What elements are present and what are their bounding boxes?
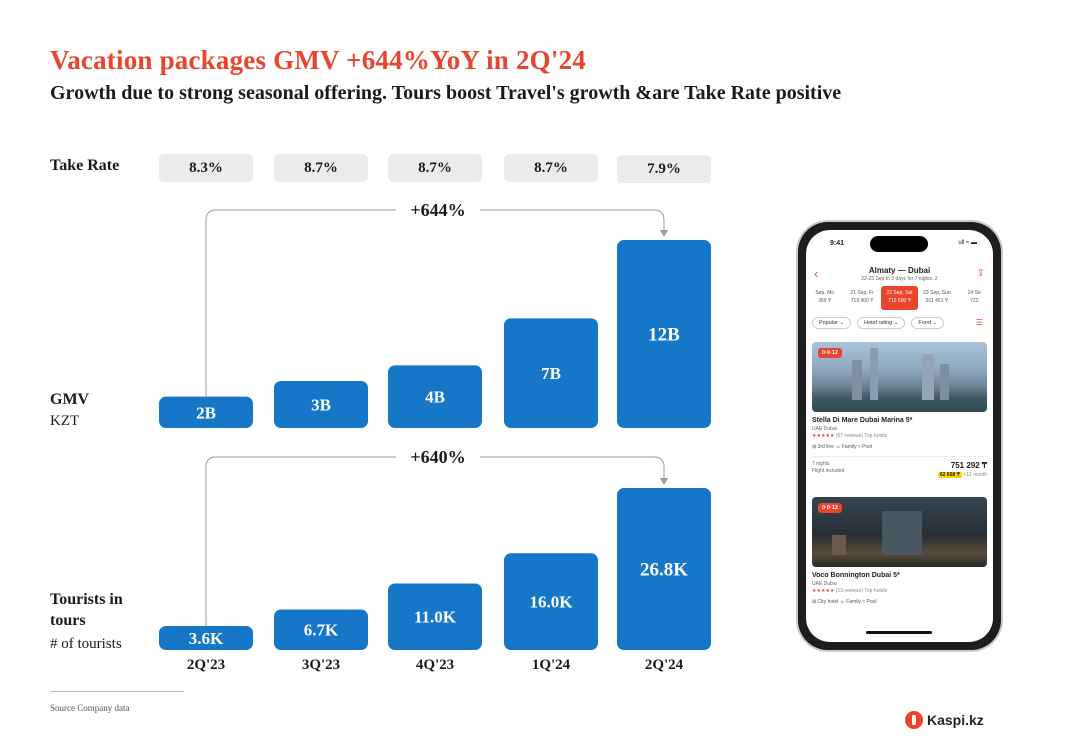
source-note: Source Company data xyxy=(50,703,130,713)
take-rate-value: 8.3% xyxy=(159,154,253,182)
bar-value-label: 2B xyxy=(196,403,216,422)
trip-dates: 22-23 Sep to 3 days for 7 nights, 2 xyxy=(861,276,938,282)
bar-value-label: 6.7K xyxy=(304,621,339,640)
star-rating-icon: ★★★★★ xyxy=(812,588,835,594)
tourists-bar xyxy=(388,583,482,650)
filter-chip[interactable]: Popular ⌄ xyxy=(812,317,852,329)
bar-value-label: 7B xyxy=(541,364,561,383)
kaspi-logo: Kaspi.kz xyxy=(905,711,984,729)
installment-badge: 0·0·12 xyxy=(818,348,842,358)
gmv-unit-label: KZT xyxy=(50,413,80,429)
date-option[interactable]: Sep, Mo 359 ₸ xyxy=(815,290,835,304)
hotel-rating: ★★★★★ (67 reviews) Top hotels xyxy=(812,433,987,439)
kaspi-logo-icon xyxy=(905,711,923,729)
hotel-price: 751 292 ₸ xyxy=(950,461,987,470)
gmv-bar xyxy=(388,365,482,428)
growth-arrowhead xyxy=(660,478,668,485)
status-icons: ull ≈ ▬ xyxy=(958,240,977,246)
hotel-photo: 0·0·12 xyxy=(812,497,987,567)
bar-value-label: 26.8K xyxy=(640,560,688,581)
take-rate-label: Take Rate xyxy=(50,157,120,174)
x-tick-label: 4Q'23 xyxy=(415,657,455,673)
gmv-bar xyxy=(617,240,711,428)
home-indicator xyxy=(866,631,932,634)
source-divider xyxy=(50,691,184,692)
hotel-reviews: (67 reviews) Top hotels xyxy=(835,433,888,439)
take-rate-value: 8.7% xyxy=(274,154,368,182)
hotel-card[interactable]: 0·0·12 Stella Di Mare Dubai Marina 5* UA… xyxy=(812,342,987,483)
growth-arrowhead xyxy=(660,230,668,237)
page-title: Vacation packages GMV +644%YoY in 2Q'24 xyxy=(50,45,586,75)
hotel-nights: 7 nights Flight included xyxy=(812,461,845,474)
hotel-card[interactable]: 0·0·12 Voco Bonnington Dubai 5* UAE Duba… xyxy=(812,497,987,605)
share-icon[interactable]: ⇪ xyxy=(976,268,985,279)
phone-mockup: 9:41 ull ≈ ▬ ‹ Almaty — Dubai ⇪ 22-23 Se… xyxy=(798,222,1001,650)
take-rate-value: 7.9% xyxy=(617,155,711,183)
x-tick-label: 2Q'23 xyxy=(186,657,226,673)
hotel-name: Stella Di Mare Dubai Marina 5* xyxy=(812,417,913,424)
bar-value-label: 12B xyxy=(648,325,680,346)
gmv-label: GMV xyxy=(50,391,90,408)
growth-label-background xyxy=(396,445,480,469)
gmv-bar xyxy=(159,396,253,428)
filter-bar: Popular ⌄ Hotel rating ⌄ Food ⌄ xyxy=(812,317,945,329)
bar-value-label: 3B xyxy=(311,395,331,414)
hotel-location: UAE Dubai xyxy=(812,426,837,432)
installment-badge: 0·0·12 xyxy=(818,503,842,513)
hotel-photo: 0·0·12 xyxy=(812,342,987,412)
date-strip: Sep, Mo 359 ₸ 21 Sep, Fr 719 900 ₸ 22 Sep, S… xyxy=(806,286,993,310)
date-option[interactable]: 22 Sep, Sat 715 500 ₸ xyxy=(880,286,919,310)
bar-value-label: 4B xyxy=(425,388,445,407)
tourists-bar xyxy=(274,609,368,650)
hotel-reviews: (13 reviews) Top hotels xyxy=(835,588,888,594)
x-tick-label: 3Q'23 xyxy=(301,657,341,673)
filter-chip[interactable]: Food ⌄ xyxy=(911,317,945,329)
date-option[interactable]: 24 Se 722 xyxy=(967,290,981,304)
date-option[interactable]: 21 Sep, Fr 719 900 ₸ xyxy=(850,290,874,304)
bar-value-label: 16.0K xyxy=(530,593,574,612)
hotel-rating: ★★★★★ (13 reviews) Top hotels xyxy=(812,588,987,594)
take-rate-value: 8.7% xyxy=(504,154,598,182)
card-divider xyxy=(812,456,987,457)
growth-annotation: +640% xyxy=(410,447,465,467)
star-rating-icon: ★★★★★ xyxy=(812,433,835,439)
route-title: Almaty — Dubai xyxy=(868,266,931,275)
tourists-bar xyxy=(504,553,598,650)
growth-label-background xyxy=(396,198,480,222)
hotel-amenities: ⊞ 3rd line ☺ Family ≈ Pool xyxy=(812,444,873,450)
x-tick-label: 1Q'24 xyxy=(531,657,571,673)
bar-value-label: 3.6K xyxy=(189,629,224,648)
x-tick-label: 2Q'24 xyxy=(644,657,684,673)
back-arrow-icon[interactable]: ‹ xyxy=(814,266,819,281)
filter-settings-icon[interactable]: ☰ xyxy=(975,318,983,327)
tourists-bar xyxy=(159,626,253,650)
hotel-price-row: 7 nights Flight included 751 292 ₸ 62 608… xyxy=(812,461,987,483)
page-subtitle: Growth due to strong seasonal offering. … xyxy=(50,82,842,104)
tourists-unit-label: # of tourists xyxy=(50,636,122,652)
hotel-name: Voco Bonnington Dubai 5* xyxy=(812,572,900,579)
growth-annotation: +644% xyxy=(410,200,465,220)
phone-screen: 9:41 ull ≈ ▬ ‹ Almaty — Dubai ⇪ 22-23 Se… xyxy=(806,230,993,642)
date-option[interactable]: 23 Sep, Sun 911 451 ₸ xyxy=(923,290,951,304)
filter-chip[interactable]: Hotel rating ⌄ xyxy=(857,317,906,329)
tourists-bar xyxy=(617,488,711,650)
bar-chart: +644% 2B 3B 4B 7B 12B +640% 3.6K 6.7K 11.0K 16.0K 2… xyxy=(159,198,711,650)
tourists-label: Tourists in tours xyxy=(50,591,123,629)
dynamic-island xyxy=(870,236,928,252)
status-time: 9:41 xyxy=(830,240,845,247)
gmv-bar xyxy=(274,381,368,428)
gmv-bar xyxy=(504,318,598,428)
hotel-amenities: ⊞ City hotel ☺ Family ≈ Pool xyxy=(812,599,877,605)
logo-text: Kaspi.kz xyxy=(927,712,984,728)
take-rate-value: 8.7% xyxy=(388,154,482,182)
monthly-payment: 62 608 ₸ ×12 month xyxy=(937,472,987,478)
hotel-location: UAE Dubai xyxy=(812,581,837,587)
bar-value-label: 11.0K xyxy=(414,608,457,627)
